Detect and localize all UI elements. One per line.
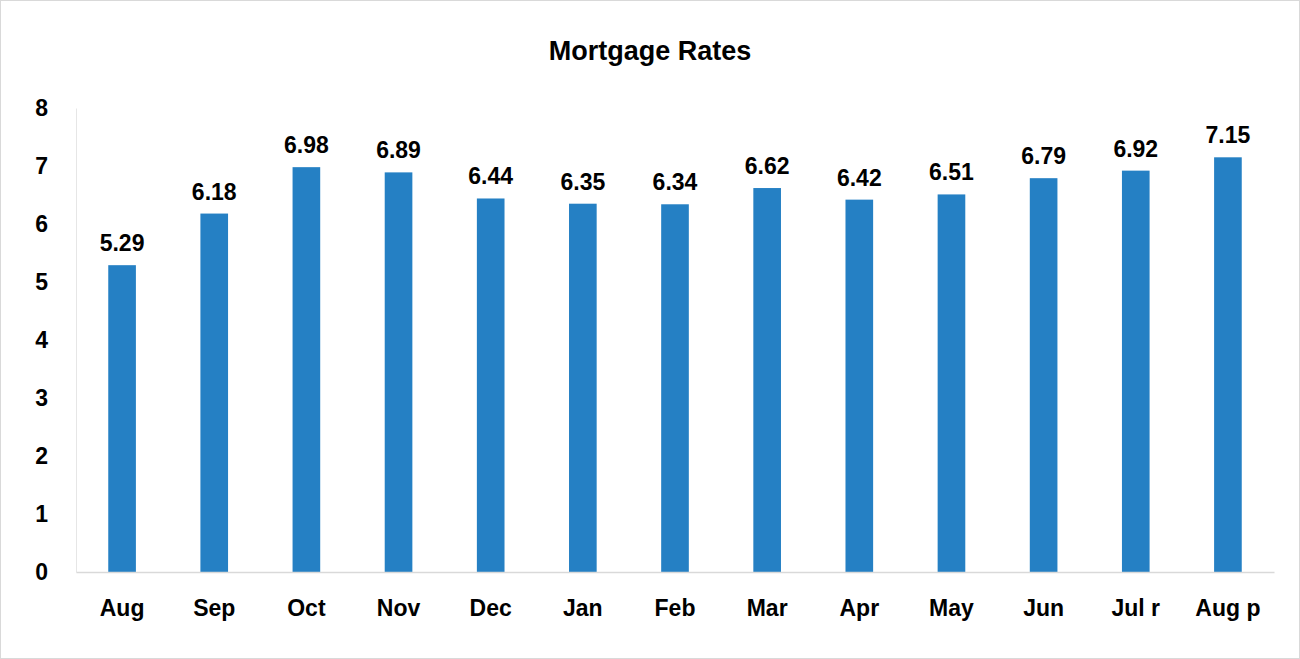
x-tick-label: Oct <box>287 595 326 621</box>
x-tick-label: Feb <box>655 595 696 621</box>
x-tick-label: Jan <box>563 595 603 621</box>
y-tick-label: 1 <box>35 501 48 527</box>
x-tick-label: Apr <box>839 595 879 621</box>
x-tick: Nov <box>377 572 421 621</box>
y-tick-label: 2 <box>35 443 48 469</box>
data-label: 6.62 <box>745 153 790 179</box>
data-labels: 5.29 6.18 6.98 6.89 6.44 6.35 6.34 6.62 6.42 6.51… <box>100 122 1251 256</box>
bar <box>477 198 505 572</box>
x-tick-label: Jun <box>1023 595 1064 621</box>
bar <box>1122 171 1150 572</box>
x-tick: May <box>929 572 974 621</box>
x-tick-label: Aug p <box>1195 595 1260 621</box>
y-axis-line <box>76 109 77 573</box>
y-tick-label: 4 <box>35 327 48 353</box>
x-tick-label: Nov <box>377 595 421 621</box>
x-tick-label: Aug <box>100 595 145 621</box>
x-tick: Mar <box>747 572 788 621</box>
x-tick: Feb <box>655 572 696 621</box>
bar <box>200 214 228 572</box>
bar <box>845 200 873 572</box>
x-tick: Jan <box>563 572 603 621</box>
x-tick-label: Mar <box>747 595 788 621</box>
data-label: 6.79 <box>1021 143 1066 169</box>
y-tick-label: 7 <box>35 153 48 179</box>
y-tick-label: 5 <box>35 269 48 295</box>
data-label: 6.98 <box>284 132 329 158</box>
y-tick-label: 6 <box>35 211 48 237</box>
data-label: 7.15 <box>1206 122 1251 148</box>
x-axis-line <box>77 572 1275 574</box>
x-tick: Aug <box>100 572 145 621</box>
y-tick: 1 <box>35 501 76 527</box>
x-tick-label: Jul r <box>1111 595 1160 621</box>
bar <box>1030 178 1058 572</box>
y-tick: 7 <box>35 153 76 179</box>
y-tick: 8 <box>35 95 76 121</box>
x-tick-label: May <box>929 595 974 621</box>
bar <box>753 188 781 572</box>
bar <box>293 167 321 572</box>
data-label: 6.34 <box>653 169 698 195</box>
bar <box>385 172 413 572</box>
x-tick: Oct <box>287 572 326 621</box>
data-label: 6.42 <box>837 165 882 191</box>
x-axis: Aug Sep Oct Nov Dec Jan Feb Mar Apr May Jun Jul r Au… <box>77 572 1275 621</box>
data-label: 6.44 <box>468 163 513 189</box>
y-tick-label: 0 <box>35 559 48 585</box>
y-tick: 3 <box>35 385 76 411</box>
bar <box>1214 157 1242 572</box>
x-tick-label: Sep <box>193 595 235 621</box>
data-label: 5.29 <box>100 230 145 256</box>
x-tick: Jun <box>1023 572 1064 621</box>
data-label: 6.35 <box>560 169 605 195</box>
x-tick: Aug p <box>1195 572 1260 621</box>
chart-border <box>1 1 1300 659</box>
y-tick: 6 <box>35 211 76 237</box>
data-label: 6.89 <box>376 137 421 163</box>
bar <box>569 204 597 572</box>
y-tick: 5 <box>35 269 76 295</box>
x-tick-label: Dec <box>470 595 512 621</box>
chart: Mortgage Rates 0 1 2 3 4 5 6 7 8 Aug Sep Oct Nov Dec Ja… <box>0 0 1300 659</box>
bars <box>108 157 1241 572</box>
chart-title: Mortgage Rates <box>549 36 752 66</box>
y-tick: 2 <box>35 443 76 469</box>
y-tick: 0 <box>35 559 76 585</box>
data-label: 6.18 <box>192 179 237 205</box>
bar <box>938 194 966 572</box>
bar <box>661 204 689 572</box>
y-tick-label: 8 <box>35 95 48 121</box>
y-tick-label: 3 <box>35 385 48 411</box>
x-tick: Dec <box>470 572 512 621</box>
x-tick: Jul r <box>1111 572 1160 621</box>
x-tick: Sep <box>193 572 235 621</box>
data-label: 6.92 <box>1113 136 1158 162</box>
y-axis: 0 1 2 3 4 5 6 7 8 <box>35 95 76 585</box>
y-tick: 4 <box>35 327 76 353</box>
data-label: 6.51 <box>929 159 974 185</box>
bar <box>108 265 136 572</box>
x-tick: Apr <box>839 572 879 621</box>
